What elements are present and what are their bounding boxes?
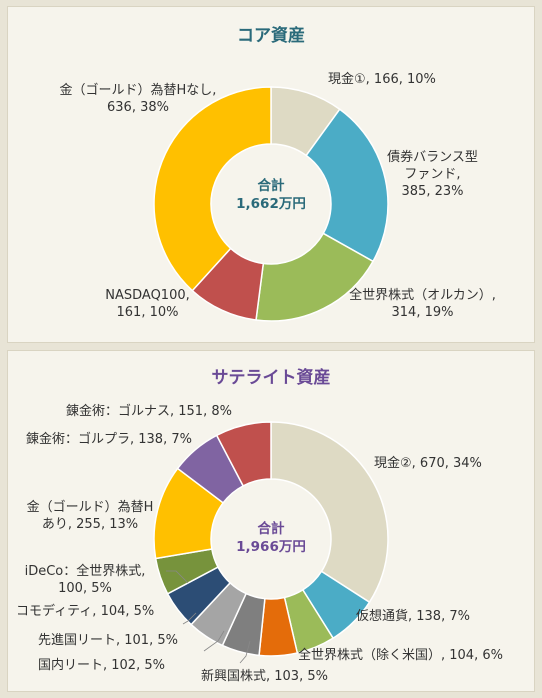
core-label-cash1: 現金①, 166, 10% — [328, 72, 436, 87]
core-center-total: 合計 1,662万円 — [221, 177, 321, 213]
core-slice-1 — [305, 108, 389, 263]
sat-label-gulnas: 錬金術：ゴルナス, 151, 8% — [66, 404, 232, 419]
core-slice-4 — [153, 86, 272, 292]
core-label-world-line2: 314, 19% — [391, 305, 454, 320]
core-label-gold: 金（ゴールド）為替Hなし, 636, 38% — [58, 82, 218, 116]
sat-label-gold-line1: 金（ゴールド）為替H — [26, 500, 154, 515]
sat-label-jreit: 国内リート, 102, 5% — [38, 658, 165, 673]
satellite-center-value: 1,966万円 — [236, 539, 306, 555]
satellite-title: サテライト資産 — [211, 368, 331, 388]
satellite-donut-chart — [153, 421, 389, 664]
sat-label-world-ex-us: 全世界株式（除く米国）, 104, 6% — [298, 648, 503, 663]
sat-label-ideco-line1: iDeCo：全世界株式, — [24, 564, 146, 579]
core-label-world-line1: 全世界株式（オルカン）, — [349, 288, 496, 303]
sat-label-gulpra: 錬金術：ゴルプラ, 138, 7% — [26, 432, 192, 447]
core-center-label: 合計 — [257, 178, 285, 194]
sat-label-crypto: 仮想通貨, 138, 7% — [356, 609, 470, 624]
core-donut-chart — [153, 86, 389, 322]
core-label-gold-line1: 金（ゴールド）為替Hなし, — [59, 83, 217, 98]
core-label-nasdaq-line1: NASDAQ100, — [105, 288, 190, 303]
sat-slice-10 — [215, 421, 272, 487]
sat-label-commodity: コモディティ, 104, 5% — [16, 604, 155, 619]
core-label-bond-line2: ファンド, — [404, 167, 461, 182]
core-label-bond-line1: 債券バランス型 — [387, 150, 478, 165]
sat-leader-line-2 — [239, 640, 251, 664]
core-label-nasdaq-line2: 161, 10% — [116, 305, 179, 320]
core-label-gold-line2: 636, 38% — [107, 100, 169, 115]
sat-leader-line-1 — [203, 630, 225, 652]
sat-leader-line-3 — [166, 570, 189, 584]
sat-label-emerging: 新興国株式, 103, 5% — [201, 669, 328, 684]
core-label-nasdaq: NASDAQ100, 161, 10% — [100, 287, 195, 321]
core-title: コア資産 — [237, 26, 305, 46]
sat-label-cash2: 現金②, 670, 34% — [374, 456, 482, 471]
core-label-bond: 債券バランス型 ファンド, 385, 23% — [380, 149, 485, 200]
core-center-value: 1,662万円 — [236, 196, 306, 212]
sat-label-ideco: iDeCo：全世界株式, 100, 5% — [16, 563, 154, 597]
satellite-center-label: 合計 — [257, 521, 285, 537]
core-label-bond-line3: 385, 23% — [401, 184, 464, 199]
sat-label-gold-line2: あり, 255, 13% — [41, 517, 139, 532]
core-assets-panel: コア資産 合計 1,662万円 現金①, 166, 10% 債券バランス型 ファ… — [7, 6, 535, 343]
sat-leader-line-0 — [182, 612, 197, 625]
core-label-world: 全世界株式（オルカン）, 314, 19% — [340, 287, 505, 321]
sat-label-ideco-line2: 100, 5% — [58, 581, 112, 596]
satellite-center-total: 合計 1,966万円 — [221, 520, 321, 556]
sat-label-gold: 金（ゴールド）為替H あり, 255, 13% — [20, 499, 160, 533]
satellite-assets-panel: サテライト資産 合計 1,966万円 現金②, 670, 34% 仮想通貨, 1… — [7, 350, 535, 692]
sat-slice-0 — [270, 421, 389, 604]
sat-label-dreit: 先進国リート, 101, 5% — [38, 633, 178, 648]
